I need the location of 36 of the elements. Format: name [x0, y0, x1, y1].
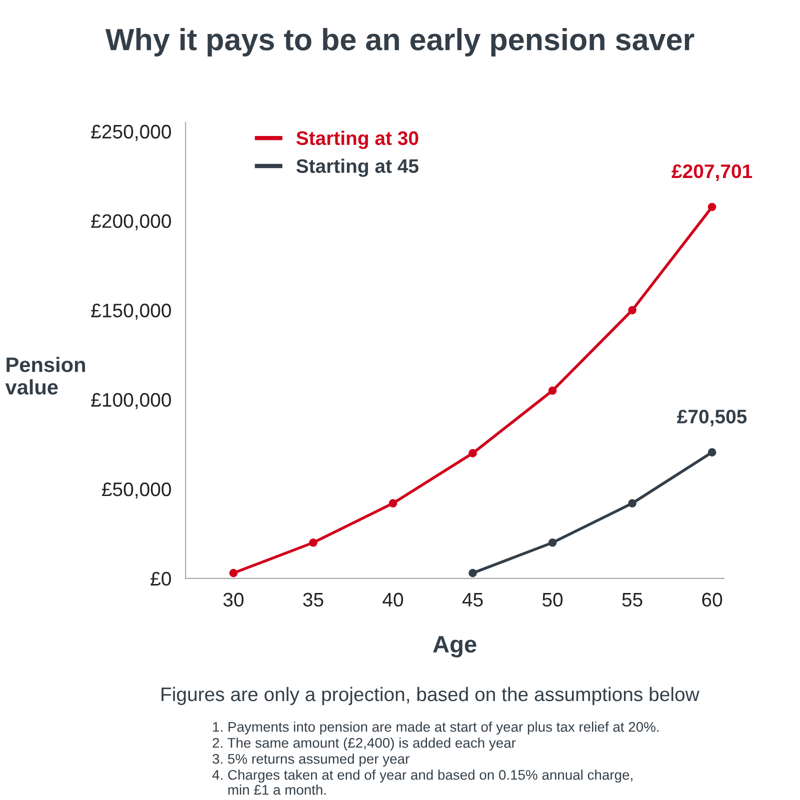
- point: [229, 568, 238, 578]
- text: 4. Charges taken at end of year and based on 0.15% annual charge, min £1 a month.: [212, 770, 632, 795]
- y-tick-label: £250,000: [91, 124, 171, 141]
- point: [628, 499, 636, 508]
- y-tick-label: £50,000: [102, 482, 171, 499]
- data-label: £70,505: [677, 410, 747, 426]
- legend-label: Starting at 30: [296, 130, 418, 149]
- point: [628, 306, 636, 314]
- text: 1. Payments into pension are made at start of year plus tax relief at 20%.: [213, 722, 658, 735]
- x-tick-label: 60: [702, 592, 722, 607]
- x-tick-label: 30: [223, 592, 244, 607]
- point: [708, 202, 716, 212]
- x-tick-label: 50: [542, 592, 563, 607]
- data-label: £207,701: [672, 164, 752, 181]
- y-tick-label: £100,000: [91, 393, 171, 410]
- y-tick-label: £200,000: [91, 214, 171, 230]
- legend-label: Starting at 45: [296, 158, 418, 177]
- x-axis-title: Age: [433, 636, 476, 658]
- text: 2. The same amount (£2,400) is added each year: [212, 738, 516, 751]
- chart-title: Why it pays to be an early pension saver: [105, 28, 694, 56]
- x-tick-label: 40: [382, 592, 404, 607]
- y-tick-label: £0: [150, 572, 171, 586]
- text: 3. 5% returns assumed per year: [212, 754, 410, 767]
- text: Figures are only a projection, based on the assumptions below: [162, 686, 700, 706]
- x-tick-label: 45: [462, 593, 483, 607]
- point: [548, 386, 557, 395]
- point: [708, 448, 716, 456]
- point: [548, 538, 557, 547]
- y-axis-title: Pension value: [5, 356, 85, 395]
- y-tick-label: £150,000: [91, 304, 171, 320]
- point: [309, 538, 318, 547]
- x-tick-label: 35: [303, 592, 324, 607]
- x-tick-label: 55: [622, 593, 642, 607]
- point: [388, 499, 398, 508]
- point: [468, 449, 477, 458]
- point: [468, 568, 477, 578]
